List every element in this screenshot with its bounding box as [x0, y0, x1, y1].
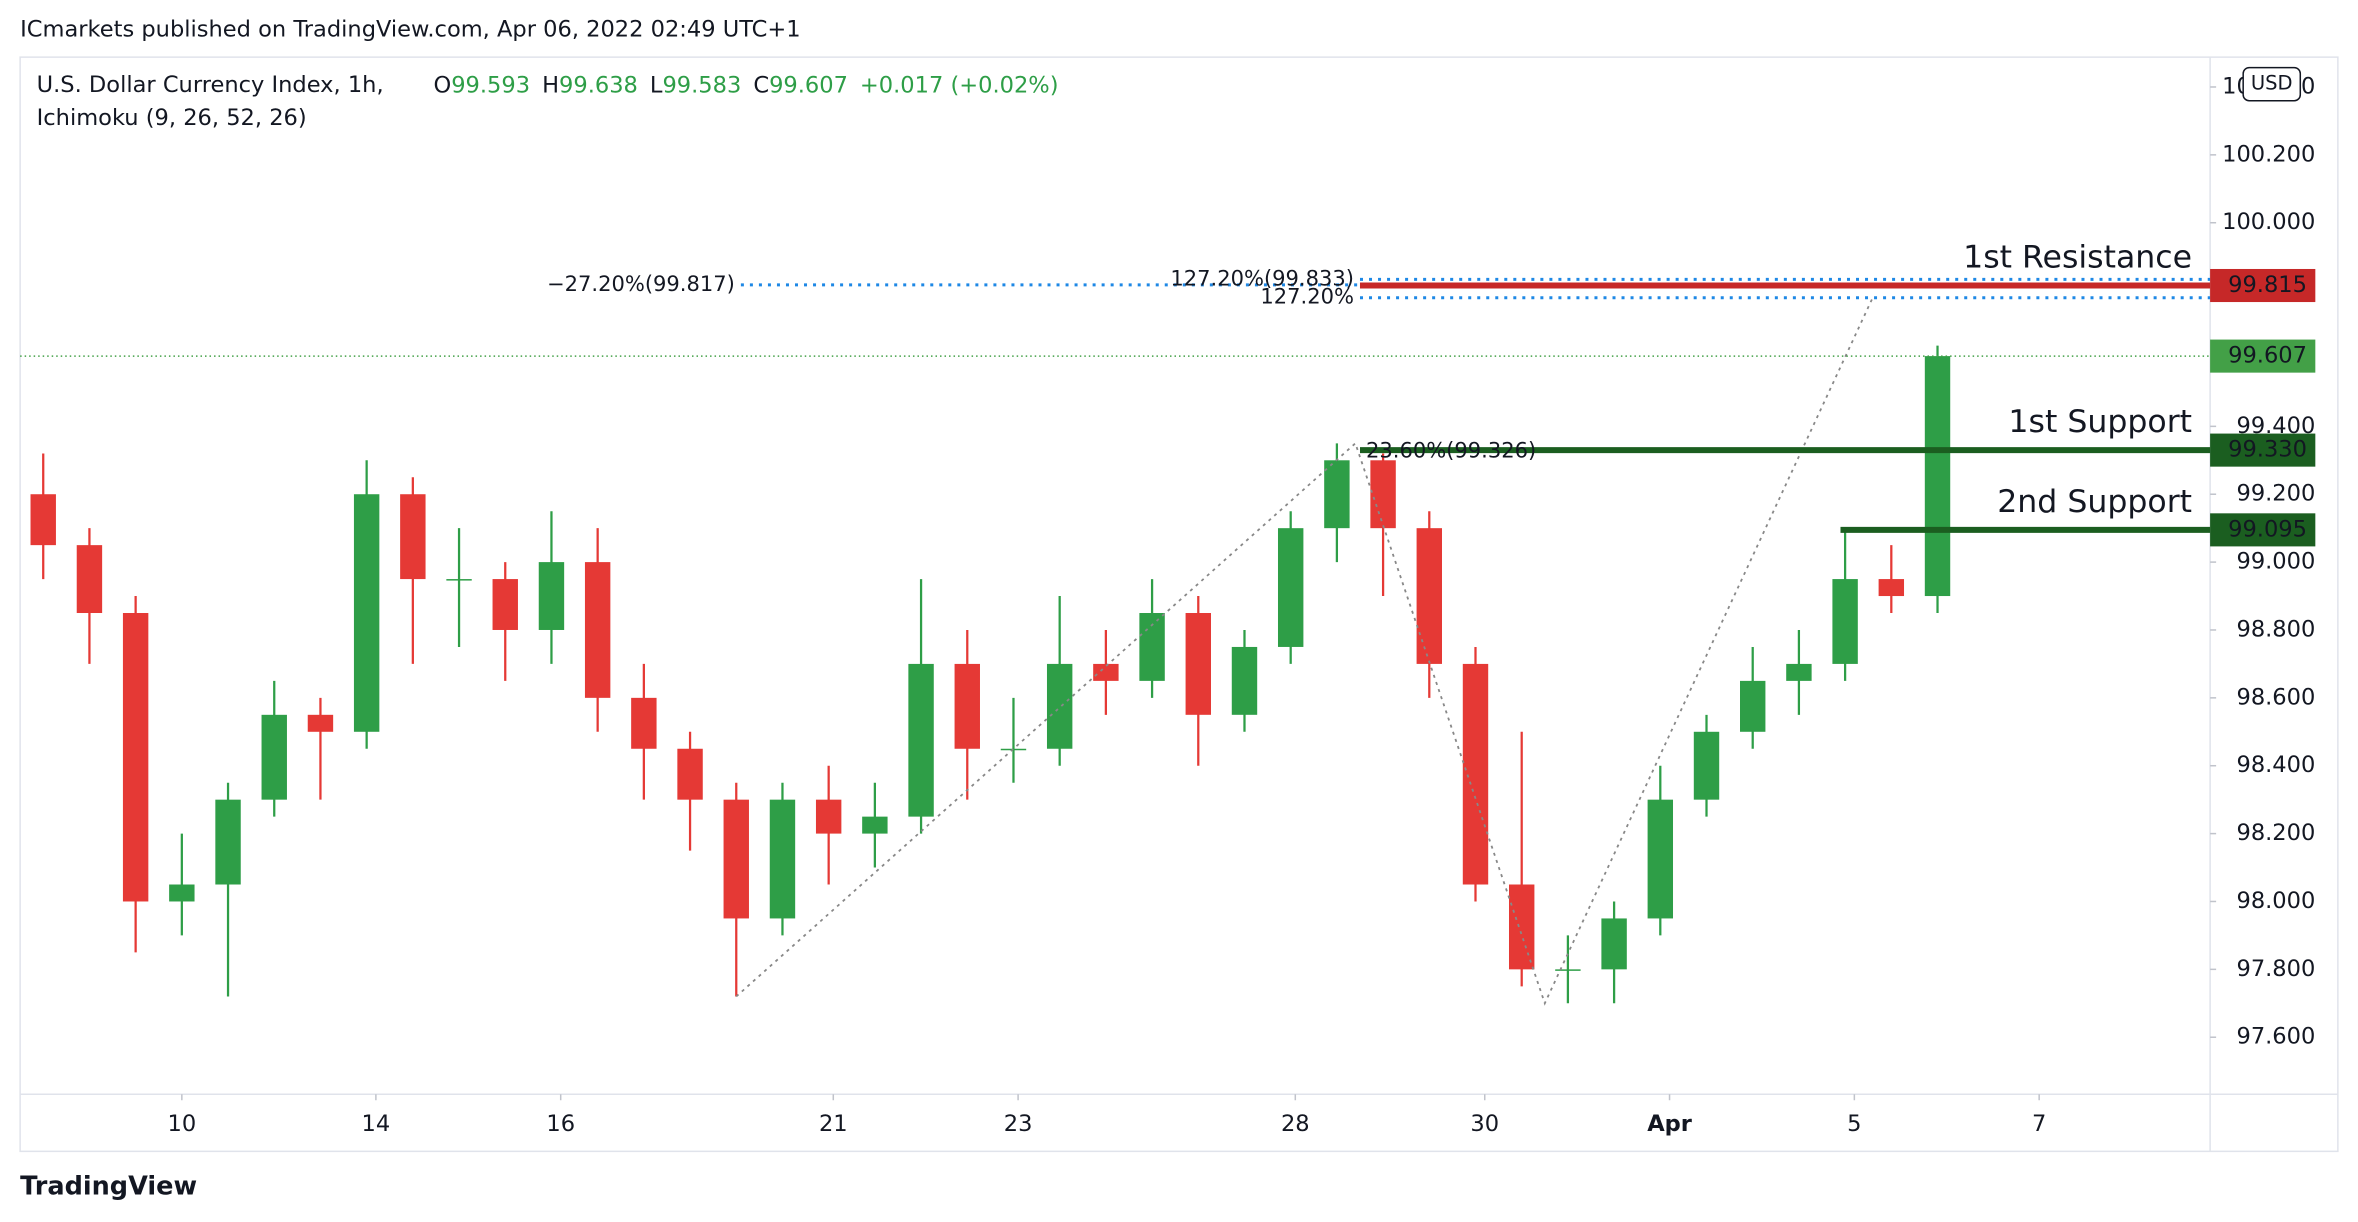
fib-label: 127.20% — [1260, 284, 1354, 309]
level-tag — [2210, 268, 2316, 303]
x-tick-label: Apr — [1647, 1111, 1693, 1137]
candle-body — [954, 663, 980, 749]
currency-label: USD — [2251, 72, 2293, 95]
candle-body — [261, 714, 287, 800]
candle-body — [1000, 748, 1027, 751]
candle-body — [631, 697, 657, 749]
candle-body — [353, 494, 380, 732]
level-tag — [2210, 513, 2316, 547]
ohlc: O99.593 H99.638 L99.583 C99.607 +0.017 (+0.0… — [433, 72, 1058, 98]
y-tick-label: 100.000 — [2222, 209, 2315, 235]
candle-body — [76, 545, 103, 614]
candle-body — [1601, 918, 1627, 970]
candle-body — [723, 799, 749, 919]
x-tick-label: 23 — [1004, 1111, 1033, 1137]
level-tag — [2210, 433, 2316, 467]
candle-body — [1046, 663, 1073, 749]
x-tick-label: 16 — [546, 1111, 575, 1137]
zigzag — [735, 297, 1874, 1006]
candle-body — [492, 579, 518, 630]
candle-body — [1647, 799, 1674, 919]
y-tick-label: 98.200 — [2236, 820, 2315, 846]
candle-body — [1555, 969, 1581, 971]
candle-body — [1740, 680, 1766, 732]
level-name: 2nd Support — [1997, 484, 2192, 520]
chart-title: U.S. Dollar Currency Index, 1h, — [37, 72, 384, 98]
candle-body — [1508, 884, 1535, 970]
candle-body — [862, 816, 888, 834]
candle-body — [1185, 613, 1211, 715]
level-tag-label: 99.815 — [2228, 272, 2307, 298]
fib-label: −27.20%(99.817) — [547, 271, 735, 296]
candle-body — [1093, 663, 1119, 681]
x-tick-label: 30 — [1470, 1111, 1499, 1137]
candle-body — [30, 494, 56, 546]
level-tag-label: 99.330 — [2228, 437, 2307, 463]
fib-label: 23.60%(99.326) — [1366, 437, 1536, 462]
currency-button — [2242, 66, 2302, 102]
x-tick-label: 7 — [2032, 1111, 2046, 1137]
price-tag — [2210, 339, 2316, 373]
candle-body — [815, 799, 842, 834]
y-tick-label: 97.600 — [2236, 1024, 2315, 1050]
candle-body — [769, 799, 796, 919]
candle-body — [1786, 663, 1812, 681]
candle-body — [584, 562, 611, 698]
candle-body — [122, 613, 149, 902]
candle-body — [1416, 528, 1442, 664]
y-tick-label: 98.800 — [2236, 616, 2315, 642]
candle-body — [215, 799, 241, 885]
candle-body — [538, 562, 565, 630]
candle-body — [307, 714, 334, 732]
x-tick-label: 14 — [362, 1111, 391, 1137]
indicator: Ichimoku (9, 26, 52, 26) — [37, 105, 307, 131]
candle-body — [1277, 528, 1304, 647]
candle-body — [1924, 356, 1951, 597]
candle-body — [1462, 663, 1489, 885]
fib-label: 127.20%(99.833) — [1170, 265, 1354, 290]
level-name: 1st Resistance — [1963, 239, 2192, 275]
candle-body — [1878, 579, 1905, 597]
candle-body — [1693, 731, 1720, 800]
level-name: 1st Support — [2008, 404, 2192, 440]
price-tag-label: 99.607 — [2228, 343, 2307, 369]
candle-body — [1324, 460, 1350, 529]
y-tick-label: 99.000 — [2236, 549, 2315, 575]
y-tick-label: 99.200 — [2236, 481, 2315, 507]
x-tick-label: 21 — [819, 1111, 848, 1137]
y-tick-label: 98.000 — [2236, 888, 2315, 914]
candle-body — [169, 884, 195, 902]
candle-body — [677, 748, 703, 800]
candle-body — [446, 579, 472, 581]
x-tick-label: 28 — [1281, 1111, 1310, 1137]
level-tag-label: 99.095 — [2228, 516, 2307, 542]
y-tick-label: 100.200 — [2222, 141, 2315, 167]
y-tick-label: 97.800 — [2236, 956, 2315, 982]
candle-body — [1370, 460, 1396, 529]
frame — [19, 56, 2339, 1153]
candle-body — [1231, 646, 1258, 715]
brand: TradingView — [20, 1171, 197, 1201]
y-tick-label: 98.400 — [2236, 752, 2315, 778]
x-tick-label: 5 — [1847, 1111, 1861, 1137]
candle-body — [908, 663, 934, 817]
candle-body — [1139, 613, 1165, 681]
candle-body — [1832, 579, 1858, 664]
x-tick-label: 10 — [168, 1111, 197, 1137]
publisher: ICmarkets published on TradingView.com, … — [20, 17, 801, 43]
candle-body — [400, 494, 426, 580]
y-tick-label: 98.600 — [2236, 684, 2315, 710]
